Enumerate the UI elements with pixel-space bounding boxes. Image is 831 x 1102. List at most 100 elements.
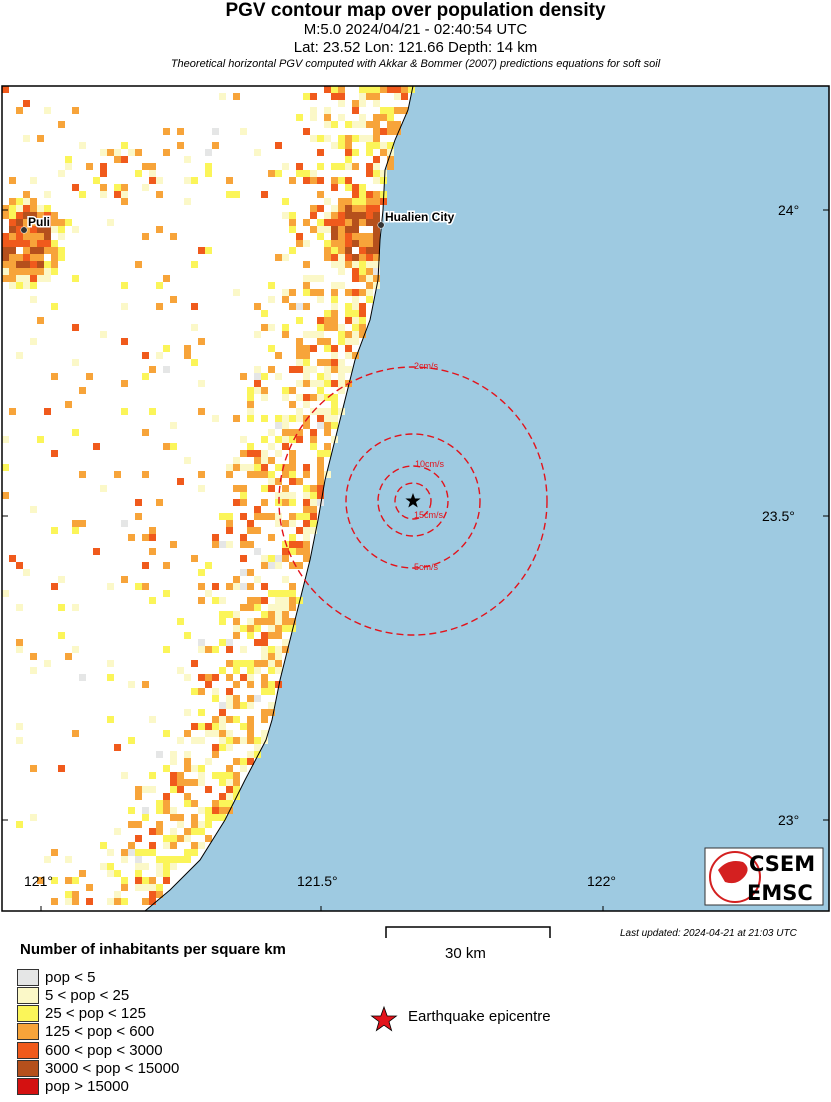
population-cell — [331, 324, 338, 331]
population-cell — [233, 681, 240, 688]
population-cell — [331, 177, 338, 184]
population-cell — [359, 261, 366, 268]
population-cell — [366, 254, 373, 261]
population-cell — [289, 520, 296, 527]
city-label-hualien: Hualien City — [385, 210, 455, 224]
population-cell — [184, 765, 191, 772]
population-cell — [387, 142, 394, 149]
population-cell — [9, 226, 16, 233]
population-cell — [219, 618, 226, 625]
population-cell — [282, 471, 289, 478]
population-cell — [254, 597, 261, 604]
population-cell — [303, 352, 310, 359]
population-cell — [331, 394, 338, 401]
population-cell — [380, 107, 387, 114]
population-cell — [233, 415, 240, 422]
population-cell — [163, 366, 170, 373]
population-cell — [128, 149, 135, 156]
population-cell — [296, 170, 303, 177]
lat-tick: 23° — [778, 812, 799, 828]
population-cell — [352, 324, 359, 331]
population-cell — [317, 205, 324, 212]
population-cell — [303, 513, 310, 520]
population-cell — [254, 471, 261, 478]
population-cell — [331, 254, 338, 261]
population-cell — [303, 548, 310, 555]
population-cell — [107, 219, 114, 226]
population-cell — [51, 219, 58, 226]
epicenter-star[interactable] — [405, 493, 421, 508]
population-cell — [72, 877, 79, 884]
population-cell — [23, 100, 30, 107]
population-cell — [2, 247, 9, 254]
population-cell — [331, 289, 338, 296]
population-cell — [107, 149, 114, 156]
population-cell — [163, 793, 170, 800]
population-cell — [37, 240, 44, 247]
population-cell — [387, 114, 394, 121]
epicentre-legend-label: Earthquake epicentre — [408, 1008, 551, 1025]
population-cell — [212, 646, 219, 653]
population-cell — [114, 828, 121, 835]
population-cell — [289, 541, 296, 548]
population-cell — [275, 555, 282, 562]
population-cell — [128, 807, 135, 814]
population-cell — [317, 387, 324, 394]
population-cell — [184, 835, 191, 842]
population-cell — [331, 303, 338, 310]
population-cell — [324, 443, 331, 450]
population-cell — [219, 513, 226, 520]
population-cell — [282, 485, 289, 492]
population-cell — [219, 541, 226, 548]
population-cell — [212, 597, 219, 604]
population-cell — [163, 800, 170, 807]
population-cell — [100, 331, 107, 338]
population-cell — [261, 373, 268, 380]
population-cell — [9, 247, 16, 254]
population-cell — [128, 842, 135, 849]
legend-label: pop > 15000 — [45, 1078, 129, 1096]
population-cell — [268, 681, 275, 688]
population-cell — [338, 226, 345, 233]
population-cell — [58, 632, 65, 639]
population-cell — [352, 100, 359, 107]
population-cell — [268, 555, 275, 562]
population-cell — [310, 289, 317, 296]
population-cell — [303, 380, 310, 387]
population-cell — [226, 800, 233, 807]
population-cell — [226, 702, 233, 709]
population-cell — [338, 268, 345, 275]
population-cell — [373, 156, 380, 163]
population-cell — [338, 100, 345, 107]
method-note: Theoretical horizontal PGV computed with… — [170, 58, 661, 70]
population-cell — [261, 191, 268, 198]
population-cell — [156, 800, 163, 807]
population-cell — [23, 135, 30, 142]
population-cell — [366, 296, 373, 303]
population-cell — [338, 261, 345, 268]
population-cell — [317, 373, 324, 380]
population-cell — [373, 247, 380, 254]
population-cell — [226, 786, 233, 793]
population-cell — [331, 205, 338, 212]
population-cell — [198, 380, 205, 387]
population-cell — [177, 835, 184, 842]
population-cell — [219, 807, 226, 814]
population-cell — [9, 212, 16, 219]
population-cell — [65, 877, 72, 884]
population-cell — [219, 744, 226, 751]
population-cell — [352, 261, 359, 268]
population-cell — [310, 345, 317, 352]
population-cell — [184, 730, 191, 737]
population-cell — [191, 688, 198, 695]
population-cell — [366, 170, 373, 177]
population-cell — [198, 569, 205, 576]
population-cell — [184, 849, 191, 856]
population-cell — [226, 639, 233, 646]
population-cell — [177, 618, 184, 625]
population-cell — [226, 464, 233, 471]
population-cell — [317, 450, 324, 457]
population-cell — [366, 205, 373, 212]
population-cell — [72, 604, 79, 611]
